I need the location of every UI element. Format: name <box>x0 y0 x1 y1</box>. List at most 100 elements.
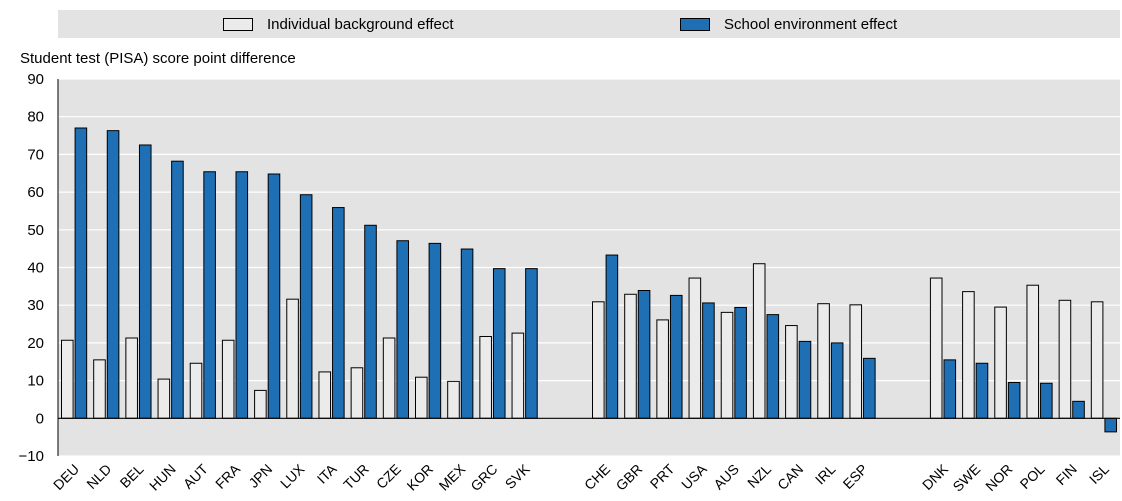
x-tick-label: LUX <box>277 460 308 491</box>
bar-individual-isl <box>1090 301 1104 419</box>
x-tick-label: CHE <box>581 461 613 493</box>
bar-individual-nor <box>994 306 1007 419</box>
x-tick-label: HUN <box>146 461 179 494</box>
bar-school-pol <box>1040 382 1053 419</box>
x-tick-label: FIN <box>1053 461 1080 488</box>
y-tick-label: 20 <box>27 335 44 352</box>
y-tick-label: 90 <box>27 71 44 88</box>
x-tick-label: NLD <box>83 461 114 492</box>
bar-school-cze <box>396 240 409 419</box>
legend-item-individual: Individual background effect <box>223 10 454 38</box>
x-tick-label: SWE <box>949 461 983 495</box>
bar-individual-esp <box>849 304 863 419</box>
bar-school-dnk <box>943 359 957 419</box>
bar-individual-kor <box>415 376 428 419</box>
bar-school-swe <box>975 362 989 419</box>
bar-school-gbr <box>637 289 651 419</box>
x-tick-label: ESP <box>840 461 871 492</box>
bar-individual-tur <box>350 367 364 419</box>
bar-school-fin <box>1072 400 1085 419</box>
bar-individual-deu <box>61 339 74 419</box>
y-axis-title: Student test (PISA) score point differen… <box>20 50 296 67</box>
bar-school-aut <box>203 171 216 419</box>
x-tick-label: GBR <box>613 461 646 494</box>
x-tick-label: IRL <box>812 461 839 488</box>
x-tick-label: TUR <box>340 461 372 493</box>
bar-school-tur <box>364 224 377 419</box>
bar-individual-irl <box>817 303 830 419</box>
bar-school-bel <box>138 144 152 419</box>
x-tick-label: KOR <box>403 461 436 494</box>
x-tick-label: BEL <box>117 461 147 491</box>
bar-individual-fin <box>1058 299 1072 419</box>
bar-school-grc <box>492 268 506 419</box>
y-tick-label: 0 <box>36 410 44 427</box>
legend-label-individual: Individual background effect <box>267 15 454 33</box>
bar-school-esp <box>863 357 876 419</box>
bar-individual-swe <box>962 291 975 419</box>
x-tick-label: USA <box>678 460 710 492</box>
x-tick-label: POL <box>1017 461 1048 492</box>
y-tick-label: 70 <box>27 146 44 163</box>
bar-school-mex <box>460 248 474 419</box>
x-tick-label: PRT <box>647 460 678 491</box>
x-tick-label: SVK <box>502 460 534 492</box>
bar-individual-lux <box>286 298 299 419</box>
bar-individual-aus <box>720 311 734 419</box>
bar-school-hun <box>171 160 184 419</box>
bar-individual-ita <box>318 371 332 419</box>
bar-individual-grc <box>479 335 492 419</box>
x-tick-label: JPN <box>245 461 275 491</box>
x-tick-label: AUT <box>180 460 211 491</box>
bar-individual-mex <box>447 380 460 419</box>
x-tick-label: DNK <box>919 460 952 493</box>
x-tick-label: MEX <box>436 460 469 493</box>
legend-swatch-school <box>680 17 710 31</box>
bar-individual-cze <box>382 337 396 419</box>
bar-school-aus <box>734 306 747 419</box>
bar-individual-prt <box>656 319 669 419</box>
y-tick-label: 10 <box>27 373 44 390</box>
bar-school-deu <box>74 127 88 419</box>
legend-swatch-individual <box>223 17 253 31</box>
bar-individual-che <box>592 301 605 419</box>
legend-label-school: School environment effect <box>724 15 898 33</box>
bar-individual-svk <box>511 332 525 419</box>
y-tick-label: 60 <box>27 184 44 201</box>
y-tick-label: 40 <box>27 260 44 277</box>
bar-individual-pol <box>1026 284 1040 419</box>
y-tick-label: −10 <box>19 448 44 465</box>
bar-school-irl <box>830 342 844 419</box>
bar-individual-usa <box>688 277 702 419</box>
bar-individual-hun <box>157 378 171 419</box>
bar-school-ita <box>332 207 345 419</box>
bar-individual-nzl <box>752 263 766 419</box>
bar-school-jpn <box>267 173 281 419</box>
bar-school-isl <box>1104 417 1117 433</box>
x-tick-label: CAN <box>774 461 806 493</box>
x-tick-label: CZE <box>373 461 404 492</box>
bar-individual-can <box>785 325 798 419</box>
x-tick-label: NZL <box>744 461 774 491</box>
legend: Individual background effect School envi… <box>58 10 1120 38</box>
x-tick-label: ITA <box>314 460 340 486</box>
bar-school-usa <box>702 302 715 419</box>
bar-individual-gbr <box>624 293 637 419</box>
x-tick-label: DEU <box>50 461 82 493</box>
bar-school-svk <box>525 268 538 419</box>
x-tick-label: NOR <box>982 461 1015 494</box>
y-tick-label: 80 <box>27 109 44 126</box>
x-tick-label: FRA <box>212 460 244 492</box>
x-tick-label: ISL <box>1086 461 1112 487</box>
bar-individual-jpn <box>254 389 267 419</box>
bar-school-lux <box>299 194 313 419</box>
bar-school-can <box>798 340 812 419</box>
bar-school-fra <box>235 171 249 419</box>
bar-school-nor <box>1007 381 1021 419</box>
y-tick-label: 30 <box>27 297 44 314</box>
bar-individual-bel <box>125 337 138 419</box>
bar-school-prt <box>669 294 683 419</box>
bar-individual-dnk <box>929 277 943 419</box>
bar-school-nld <box>106 130 120 419</box>
